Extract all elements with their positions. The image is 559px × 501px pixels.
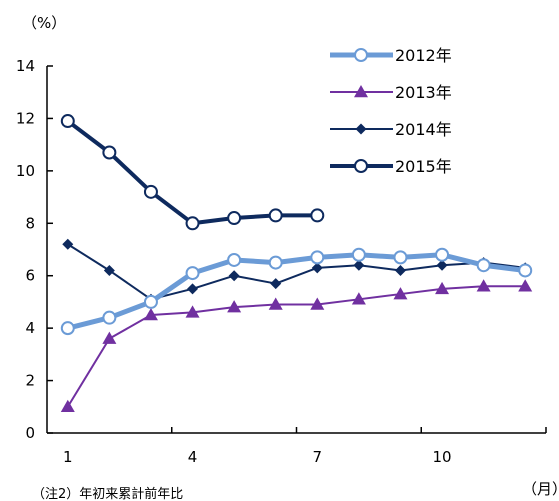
data-point xyxy=(393,287,408,300)
data-point xyxy=(436,259,448,271)
data-point xyxy=(60,399,75,413)
data-point xyxy=(102,310,117,325)
series-2013年 xyxy=(60,279,533,413)
data-point xyxy=(227,211,242,226)
series-line xyxy=(67,243,526,301)
legend-label: 2013年 xyxy=(395,83,452,102)
legend-label: 2014年 xyxy=(395,120,452,139)
legend-item: 2014年 xyxy=(330,120,452,139)
data-point xyxy=(102,145,117,160)
data-point xyxy=(394,264,406,276)
data-point xyxy=(143,294,158,309)
data-point xyxy=(476,258,491,273)
y-tick-label: 2 xyxy=(25,372,35,390)
data-point xyxy=(103,264,115,276)
y-tick-label: 10 xyxy=(16,162,35,180)
data-point xyxy=(268,297,283,310)
series-line xyxy=(66,119,318,226)
data-point xyxy=(60,321,75,336)
legend-marker xyxy=(355,123,367,135)
data-point xyxy=(102,331,117,344)
y-tick-label: 12 xyxy=(16,109,35,127)
data-point xyxy=(227,300,242,313)
data-point xyxy=(353,259,365,271)
data-point xyxy=(310,297,325,310)
data-point xyxy=(435,281,450,295)
data-point xyxy=(60,114,75,129)
legend-marker xyxy=(354,85,368,98)
data-point xyxy=(185,266,200,281)
legend-label: 2012年 xyxy=(395,46,452,65)
y-tick-label: 8 xyxy=(25,214,35,232)
chart-note: （注2）年初来累計前年比 xyxy=(32,486,183,501)
data-point xyxy=(476,279,491,292)
legend-item: 2015年 xyxy=(330,157,452,176)
series-2014年 xyxy=(62,238,531,305)
series-layer xyxy=(60,114,533,413)
data-point xyxy=(62,238,74,250)
series-2015年 xyxy=(60,114,325,231)
x-tick-label: 1 xyxy=(63,448,73,466)
data-point xyxy=(351,247,366,262)
data-point xyxy=(393,250,408,265)
legend-marker xyxy=(354,48,368,62)
data-point xyxy=(268,208,283,223)
data-point xyxy=(518,279,533,292)
legend-label: 2015年 xyxy=(395,157,452,176)
data-point xyxy=(351,292,366,305)
y-axis-unit: （%） xyxy=(22,14,66,32)
y-tick-label: 0 xyxy=(25,424,35,442)
data-point xyxy=(311,262,323,274)
series-line xyxy=(66,285,526,408)
y-tick-label: 6 xyxy=(25,267,35,285)
data-point xyxy=(227,252,242,267)
legend-marker xyxy=(354,159,368,173)
legend-item: 2013年 xyxy=(330,83,452,102)
data-point xyxy=(187,283,199,295)
data-point xyxy=(228,270,240,282)
legend-item: 2012年 xyxy=(330,46,452,65)
series-line xyxy=(67,252,526,331)
series-2012年 xyxy=(60,247,533,336)
data-point xyxy=(143,308,158,321)
x-tick-label: 4 xyxy=(188,448,198,466)
data-point xyxy=(310,250,325,265)
data-point xyxy=(185,216,200,231)
data-point xyxy=(435,247,450,262)
data-point xyxy=(268,255,283,270)
data-point xyxy=(143,184,158,199)
data-point xyxy=(310,208,325,223)
x-tick-label: 7 xyxy=(313,448,323,466)
data-point xyxy=(185,305,200,318)
x-axis-unit: （月） xyxy=(522,480,559,498)
legend: 2012年 2013年 2014年 2015年 xyxy=(330,46,452,176)
x-tick-label: 10 xyxy=(432,448,451,466)
y-tick-label: 14 xyxy=(16,57,35,75)
y-tick-label: 4 xyxy=(25,319,35,337)
data-point xyxy=(270,278,282,290)
data-point xyxy=(518,263,533,278)
